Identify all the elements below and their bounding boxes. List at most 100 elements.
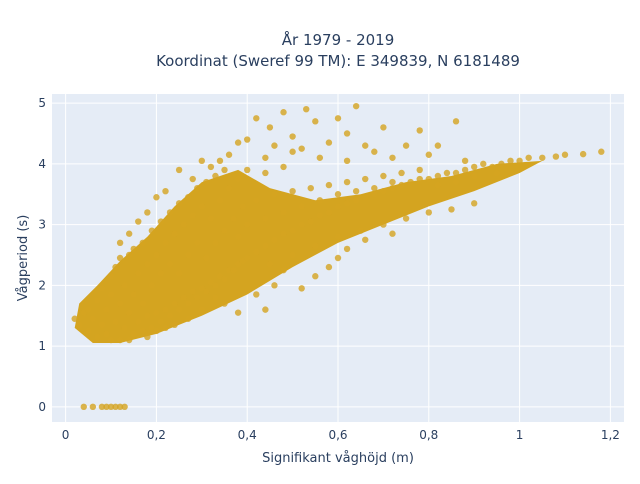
- data-point: [461, 166, 469, 174]
- data-point: [280, 163, 287, 171]
- data-point: [125, 251, 133, 259]
- data-point: [139, 327, 146, 335]
- data-point: [80, 309, 87, 316]
- data-point: [103, 403, 110, 411]
- data-point: [144, 333, 151, 341]
- data-point: [230, 266, 237, 274]
- data-point: [380, 221, 387, 228]
- data-point: [216, 273, 224, 280]
- data-point: [85, 327, 92, 335]
- data-point: [561, 151, 569, 158]
- data-point: [298, 203, 305, 210]
- data-point: [371, 191, 378, 198]
- data-point: [357, 227, 364, 234]
- data-point: [184, 251, 192, 259]
- data-point: [452, 118, 460, 125]
- data-point: [207, 163, 215, 171]
- data-point: [280, 209, 287, 216]
- y-tick-label: 2: [38, 278, 46, 292]
- data-point: [452, 169, 460, 177]
- data-point: [144, 260, 151, 268]
- chart-title-line-2: Koordinat (Sweref 99 TM): E 349839, N 61…: [156, 52, 520, 70]
- data-point: [253, 115, 260, 122]
- data-point: [116, 254, 124, 262]
- data-point: [425, 175, 432, 183]
- data-point: [452, 178, 460, 186]
- data-point: [398, 169, 405, 177]
- data-point: [203, 288, 210, 295]
- data-point: [234, 139, 242, 146]
- data-point: [525, 154, 532, 161]
- data-point: [107, 403, 115, 411]
- data-point: [162, 324, 169, 332]
- dense-point-cloud: [74, 160, 543, 344]
- data-point: [89, 403, 97, 411]
- data-point: [162, 187, 169, 195]
- data-point: [144, 312, 151, 319]
- data-point: [98, 285, 106, 292]
- data-point: [148, 282, 156, 289]
- data-point: [343, 130, 351, 137]
- data-point: [221, 166, 228, 174]
- data-point: [343, 200, 351, 207]
- data-point: [189, 175, 196, 183]
- data-point: [271, 191, 278, 198]
- data-point: [598, 148, 605, 155]
- data-point: [94, 297, 101, 304]
- data-point: [262, 169, 269, 177]
- data-point: [157, 269, 165, 277]
- data-point: [184, 315, 192, 322]
- data-point: [166, 209, 174, 216]
- data-point: [125, 336, 133, 344]
- data-point: [402, 142, 410, 149]
- data-point: [112, 403, 119, 411]
- data-points: [71, 102, 605, 411]
- data-point: [121, 282, 128, 289]
- data-point: [166, 312, 174, 319]
- data-point: [157, 218, 165, 225]
- data-point: [221, 227, 228, 234]
- data-point: [98, 403, 106, 411]
- data-point: [307, 184, 314, 192]
- data-point: [230, 215, 237, 222]
- data-point: [579, 150, 587, 158]
- data-point: [298, 221, 305, 228]
- data-point: [289, 227, 296, 234]
- data-point: [144, 209, 151, 216]
- data-point: [198, 203, 206, 210]
- data-point: [112, 263, 119, 271]
- data-point: [76, 321, 83, 329]
- data-point: [130, 245, 137, 253]
- x-tick-label: 0: [62, 428, 70, 442]
- data-point: [189, 288, 196, 295]
- data-point: [262, 306, 269, 313]
- data-point: [216, 197, 224, 204]
- data-point: [434, 142, 442, 149]
- data-point: [416, 175, 423, 183]
- data-point: [107, 273, 115, 280]
- data-point: [225, 266, 233, 274]
- data-point: [416, 166, 423, 174]
- data-point: [184, 194, 192, 201]
- data-point: [234, 233, 242, 240]
- data-point: [425, 209, 432, 216]
- data-point: [175, 269, 183, 277]
- data-point: [116, 300, 124, 307]
- data-point: [162, 239, 169, 247]
- data-point: [407, 178, 414, 186]
- data-point: [362, 175, 369, 183]
- data-point: [389, 178, 396, 186]
- data-point: [171, 230, 178, 237]
- data-point: [234, 175, 242, 183]
- data-point: [289, 148, 296, 155]
- data-point: [221, 276, 228, 283]
- data-point: [298, 145, 305, 152]
- data-point: [280, 109, 287, 116]
- data-point: [271, 142, 278, 149]
- data-point: [153, 327, 160, 335]
- data-point: [316, 154, 324, 161]
- data-point: [380, 187, 387, 195]
- data-point: [498, 160, 505, 168]
